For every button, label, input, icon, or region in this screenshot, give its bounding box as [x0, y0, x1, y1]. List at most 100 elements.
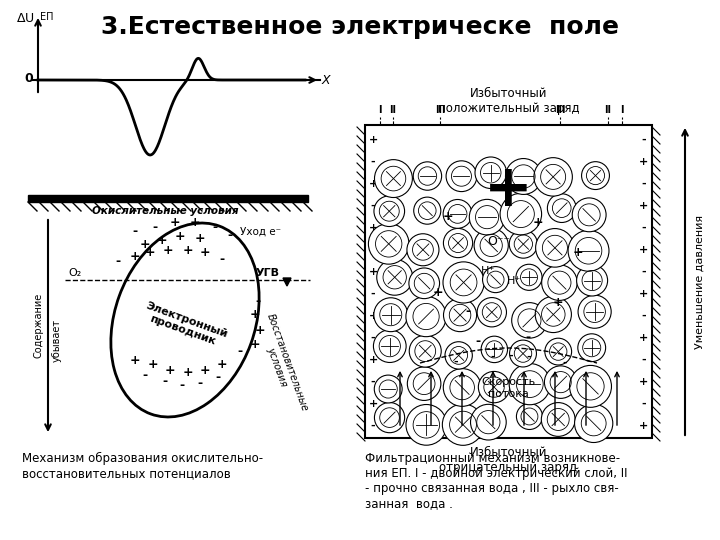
Circle shape: [572, 198, 606, 232]
Circle shape: [475, 157, 506, 188]
Circle shape: [409, 335, 441, 367]
Text: +: +: [165, 363, 175, 376]
Circle shape: [444, 369, 481, 406]
Bar: [365, 125, 652, 438]
Circle shape: [369, 224, 409, 264]
Text: -: -: [371, 421, 375, 431]
Circle shape: [505, 159, 541, 194]
Text: +: +: [553, 295, 563, 308]
Text: +: +: [199, 246, 210, 260]
Text: -: -: [454, 357, 459, 367]
Text: -: -: [642, 135, 647, 145]
Circle shape: [442, 404, 484, 446]
Text: Окислительные условия: Окислительные условия: [91, 206, 238, 216]
Text: +: +: [183, 244, 193, 256]
Text: +: +: [163, 244, 174, 256]
Text: +: +: [183, 366, 193, 379]
Circle shape: [408, 367, 441, 401]
Text: -: -: [526, 330, 531, 343]
Text: +: +: [170, 215, 180, 228]
Text: -: -: [371, 333, 375, 343]
Text: +: +: [199, 363, 210, 376]
Text: Содержание: Содержание: [33, 292, 43, 357]
Text: +: +: [533, 215, 544, 228]
Text: I: I: [620, 105, 624, 115]
Text: -: -: [642, 223, 647, 233]
Text: +: +: [140, 238, 150, 251]
Text: +: +: [145, 246, 156, 259]
Circle shape: [509, 363, 550, 405]
Circle shape: [446, 161, 477, 192]
Text: Восстановительные
условия: Восстановительные условия: [254, 313, 310, 417]
Text: +: +: [369, 355, 377, 365]
Circle shape: [413, 162, 441, 190]
Text: -: -: [475, 335, 480, 348]
Text: убывает: убывает: [52, 319, 62, 362]
Text: +: +: [189, 215, 200, 228]
Circle shape: [409, 268, 439, 299]
Text: O⁻⁻: O⁻⁻: [487, 235, 510, 248]
Text: X: X: [322, 73, 330, 86]
Polygon shape: [283, 278, 291, 286]
Circle shape: [516, 403, 542, 429]
Text: -: -: [228, 228, 233, 241]
Text: +: +: [175, 230, 185, 242]
Text: $\Delta$U: $\Delta$U: [17, 12, 35, 25]
Circle shape: [509, 230, 537, 258]
Text: Избыточный
отрицательный заряд: Избыточный отрицательный заряд: [439, 446, 577, 474]
Text: +: +: [369, 267, 377, 277]
Text: Фильтрационный механизм возникнове-
ния ЕП. I - двойной электрический слой, II
-: Фильтрационный механизм возникнове- ния …: [365, 452, 628, 510]
Text: +: +: [157, 233, 167, 246]
Text: +: +: [484, 161, 533, 219]
Circle shape: [582, 161, 609, 190]
Bar: [28, 195, 308, 202]
Text: II: II: [390, 105, 397, 115]
Text: +: +: [639, 333, 649, 343]
Text: +: +: [130, 354, 140, 367]
Circle shape: [541, 265, 577, 300]
Text: -: -: [642, 311, 647, 321]
Circle shape: [536, 228, 575, 267]
Circle shape: [481, 336, 508, 363]
Text: +: +: [255, 323, 265, 336]
Text: +: +: [572, 246, 583, 259]
Text: +: +: [369, 135, 377, 145]
Circle shape: [374, 402, 405, 433]
Text: -: -: [143, 368, 148, 381]
Text: +: +: [217, 359, 228, 372]
Text: +: +: [369, 399, 377, 409]
Text: III: III: [435, 105, 445, 115]
Circle shape: [544, 366, 577, 399]
Text: H⁺: H⁺: [482, 267, 495, 276]
Text: -: -: [115, 255, 120, 268]
Circle shape: [414, 197, 441, 224]
Text: УГВ: УГВ: [256, 268, 280, 278]
Text: -: -: [371, 289, 375, 299]
Circle shape: [577, 265, 608, 296]
Text: ЕП: ЕП: [40, 12, 53, 22]
Text: Скорость
потока: Скорость потока: [482, 377, 536, 399]
Text: -: -: [490, 352, 495, 362]
Text: -: -: [197, 376, 202, 389]
Circle shape: [578, 295, 611, 328]
Circle shape: [445, 342, 472, 369]
Text: +: +: [130, 251, 140, 264]
Text: Уменьшение давления: Уменьшение давления: [695, 214, 705, 348]
Circle shape: [534, 158, 572, 196]
Text: O₂: O₂: [68, 268, 81, 278]
Text: +: +: [639, 245, 649, 255]
Text: Электронный
проводник: Электронный проводник: [140, 300, 229, 350]
Text: II: II: [605, 105, 611, 115]
Text: -: -: [371, 377, 375, 387]
Text: III: III: [554, 105, 565, 115]
Text: +: +: [639, 289, 649, 299]
Text: +: +: [639, 377, 649, 387]
Circle shape: [374, 196, 405, 226]
Text: -: -: [132, 226, 138, 239]
Text: Уход e⁻: Уход e⁻: [240, 227, 281, 237]
Circle shape: [541, 403, 575, 436]
Circle shape: [545, 338, 572, 365]
Text: -: -: [371, 157, 375, 167]
Text: Избыточный
положительный заряд: Избыточный положительный заряд: [438, 87, 580, 115]
Text: -: -: [212, 220, 217, 233]
